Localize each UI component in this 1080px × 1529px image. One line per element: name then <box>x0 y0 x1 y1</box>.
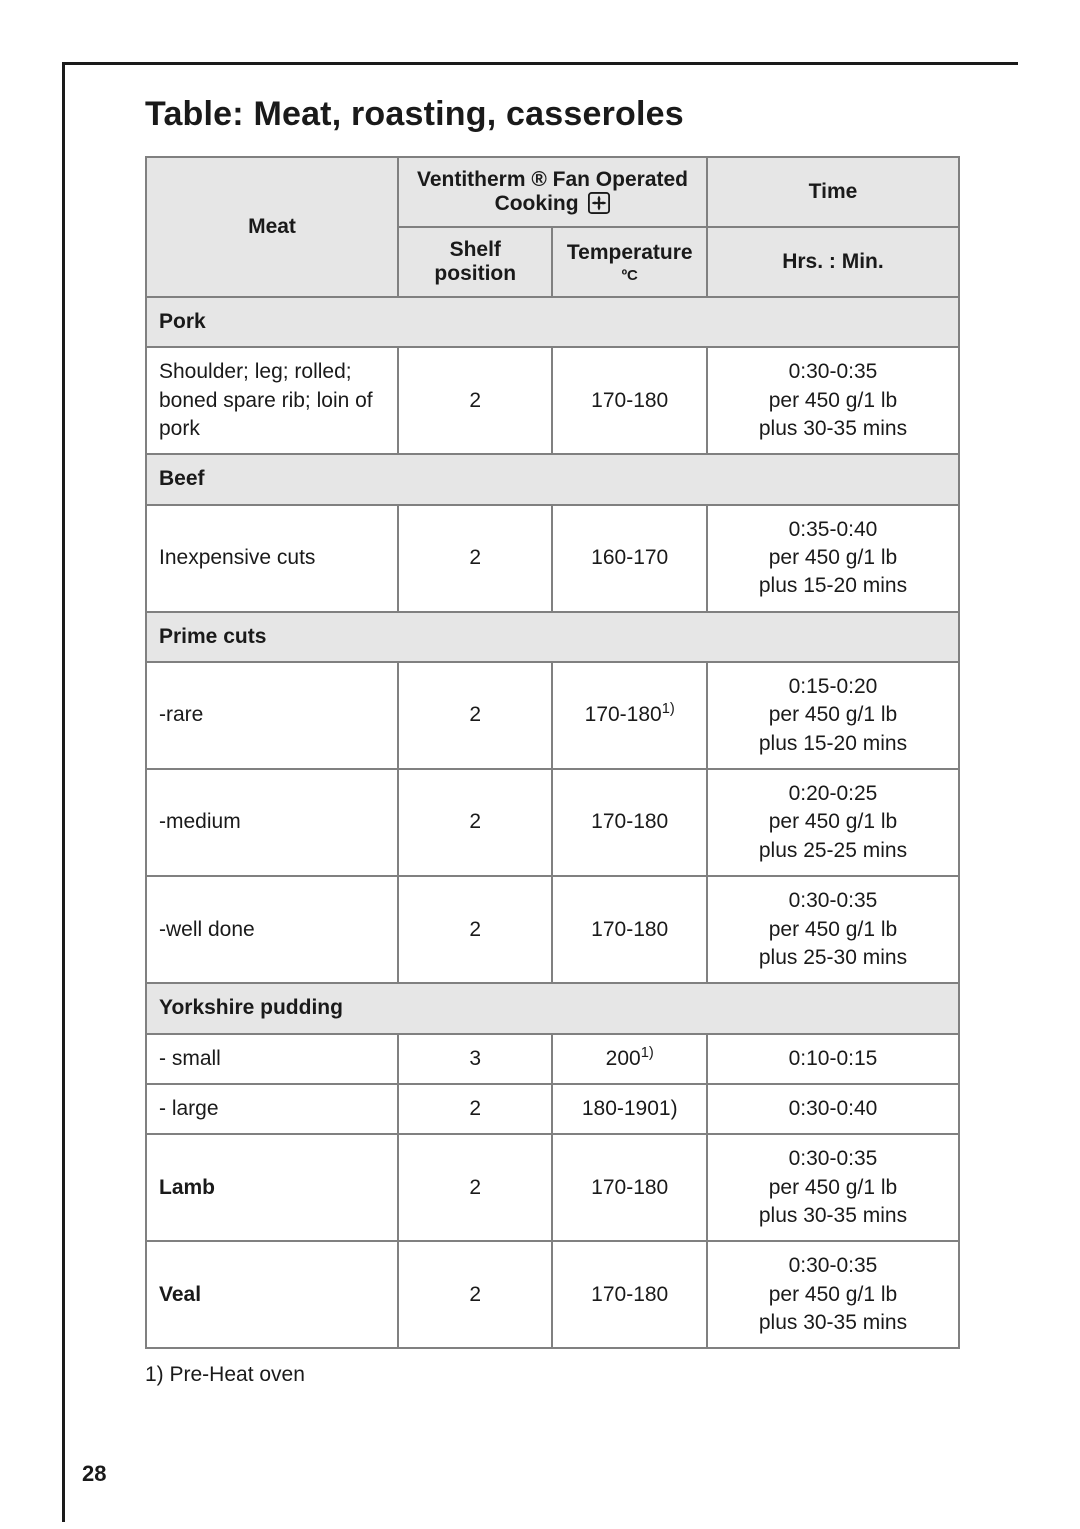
table-row: Veal2170-1800:30-0:35 per 450 g/1 lb plu… <box>146 1241 959 1348</box>
col-header-ventitherm: Ventitherm ® Fan Operated Cooking <box>398 157 707 227</box>
temp-unit: ºC <box>565 267 693 284</box>
cell-time: 0:15-0:20 per 450 g/1 lb plus 15-20 mins <box>707 662 959 769</box>
page: Table: Meat, roasting, casseroles Meat V… <box>0 0 1080 1529</box>
col-header-meat: Meat <box>146 157 398 297</box>
cell-shelf: 2 <box>398 1084 552 1134</box>
content-frame: Table: Meat, roasting, casseroles Meat V… <box>62 62 1018 1522</box>
temp-label: Temperature <box>567 241 693 264</box>
cell-shelf: 2 <box>398 1134 552 1241</box>
page-number: 28 <box>82 1461 106 1487</box>
section-label: Beef <box>146 454 959 504</box>
ventitherm-label: Ventitherm ® Fan Operated <box>417 168 688 191</box>
fan-icon <box>588 192 610 214</box>
cell-meat: -rare <box>146 662 398 769</box>
cell-time: 0:30-0:35 per 450 g/1 lb plus 30-35 mins <box>707 347 959 454</box>
cell-time: 0:35-0:40 per 450 g/1 lb plus 15-20 mins <box>707 505 959 612</box>
cell-time: 0:30-0:35 per 450 g/1 lb plus 30-35 mins <box>707 1241 959 1348</box>
cell-shelf: 2 <box>398 876 552 983</box>
cell-temp: 170-180 <box>552 347 706 454</box>
table-row: -well done2170-1800:30-0:35 per 450 g/1 … <box>146 876 959 983</box>
table-row: -medium2170-1800:20-0:25 per 450 g/1 lb … <box>146 769 959 876</box>
cell-meat: - small <box>146 1034 398 1084</box>
col-header-temp: Temperature ºC <box>552 227 706 297</box>
page-title: Table: Meat, roasting, casseroles <box>145 95 960 134</box>
table-body: PorkShoulder; leg; rolled; boned spare r… <box>146 297 959 1348</box>
cell-meat: Shoulder; leg; rolled; boned spare rib; … <box>146 347 398 454</box>
cell-time: 0:30-0:40 <box>707 1084 959 1134</box>
cell-temp: 180-1901) <box>552 1084 706 1134</box>
cell-meat: Lamb <box>146 1134 398 1241</box>
cell-shelf: 3 <box>398 1034 552 1084</box>
cell-temp: 160-170 <box>552 505 706 612</box>
cell-time: 0:20-0:25 per 450 g/1 lb plus 25-25 mins <box>707 769 959 876</box>
cell-shelf: 2 <box>398 347 552 454</box>
cell-temp: 170-1801) <box>552 662 706 769</box>
cell-temp: 170-180 <box>552 1134 706 1241</box>
cell-meat: Inexpensive cuts <box>146 505 398 612</box>
section-row: Beef <box>146 454 959 504</box>
cell-meat: -medium <box>146 769 398 876</box>
table-row: Inexpensive cuts2160-1700:35-0:40 per 45… <box>146 505 959 612</box>
cell-temp: 170-180 <box>552 1241 706 1348</box>
cooking-table: Meat Ventitherm ® Fan Operated Cooking <box>145 156 960 1349</box>
section-row: Prime cuts <box>146 612 959 662</box>
cell-temp: 2001) <box>552 1034 706 1084</box>
cell-time: 0:10-0:15 <box>707 1034 959 1084</box>
cell-shelf: 2 <box>398 505 552 612</box>
section-label: Yorkshire pudding <box>146 983 959 1033</box>
table-row: -rare2170-1801)0:15-0:20 per 450 g/1 lb … <box>146 662 959 769</box>
cell-temp: 170-180 <box>552 876 706 983</box>
cell-shelf: 2 <box>398 769 552 876</box>
col-header-time: Time <box>707 157 959 227</box>
cell-time: 0:30-0:35 per 450 g/1 lb plus 30-35 mins <box>707 1134 959 1241</box>
cell-meat: - large <box>146 1084 398 1134</box>
section-row: Pork <box>146 297 959 347</box>
section-label: Prime cuts <box>146 612 959 662</box>
table-row: Lamb2170-1800:30-0:35 per 450 g/1 lb plu… <box>146 1134 959 1241</box>
footnote: 1) Pre-Heat oven <box>145 1363 960 1387</box>
table-row: Shoulder; leg; rolled; boned spare rib; … <box>146 347 959 454</box>
cell-temp: 170-180 <box>552 769 706 876</box>
table-row: - large2180-1901)0:30-0:40 <box>146 1084 959 1134</box>
col-header-hrs: Hrs. : Min. <box>707 227 959 297</box>
cell-meat: Veal <box>146 1241 398 1348</box>
col-header-shelf: Shelf position <box>398 227 552 297</box>
cell-meat: -well done <box>146 876 398 983</box>
section-label: Pork <box>146 297 959 347</box>
table-row: - small32001)0:10-0:15 <box>146 1034 959 1084</box>
cell-time: 0:30-0:35 per 450 g/1 lb plus 25-30 mins <box>707 876 959 983</box>
cell-shelf: 2 <box>398 662 552 769</box>
cell-shelf: 2 <box>398 1241 552 1348</box>
cooking-label: Cooking <box>495 192 579 215</box>
section-row: Yorkshire pudding <box>146 983 959 1033</box>
